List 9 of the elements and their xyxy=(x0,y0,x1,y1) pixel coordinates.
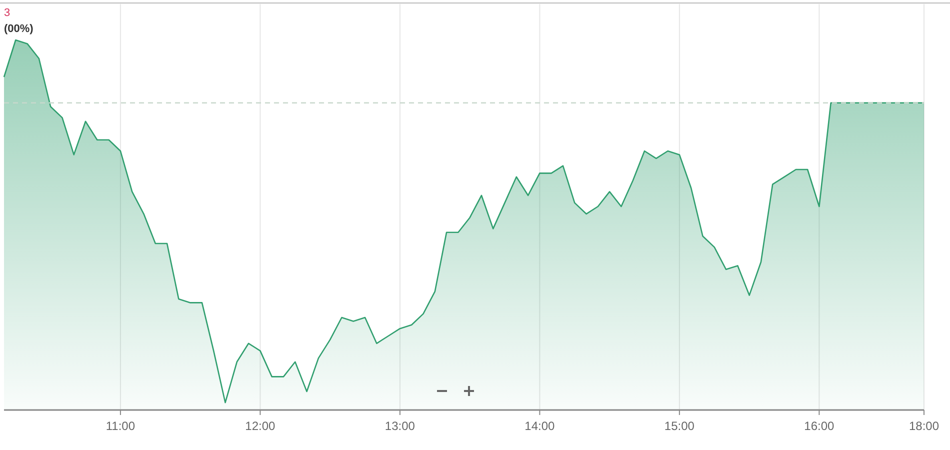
x-tick-label: 11:00 xyxy=(106,419,136,433)
x-tick-label: 12:00 xyxy=(245,419,276,433)
text: (00%) xyxy=(4,23,34,35)
x-tick-label: 16:00 xyxy=(804,419,835,433)
x-tick-label: 18:00 xyxy=(908,419,940,433)
x-tick-label: 14:00 xyxy=(524,419,556,433)
x-tick-label: 15:00 xyxy=(664,419,695,433)
text: 3 xyxy=(4,7,10,19)
x-tick-label: 13:00 xyxy=(384,419,416,433)
